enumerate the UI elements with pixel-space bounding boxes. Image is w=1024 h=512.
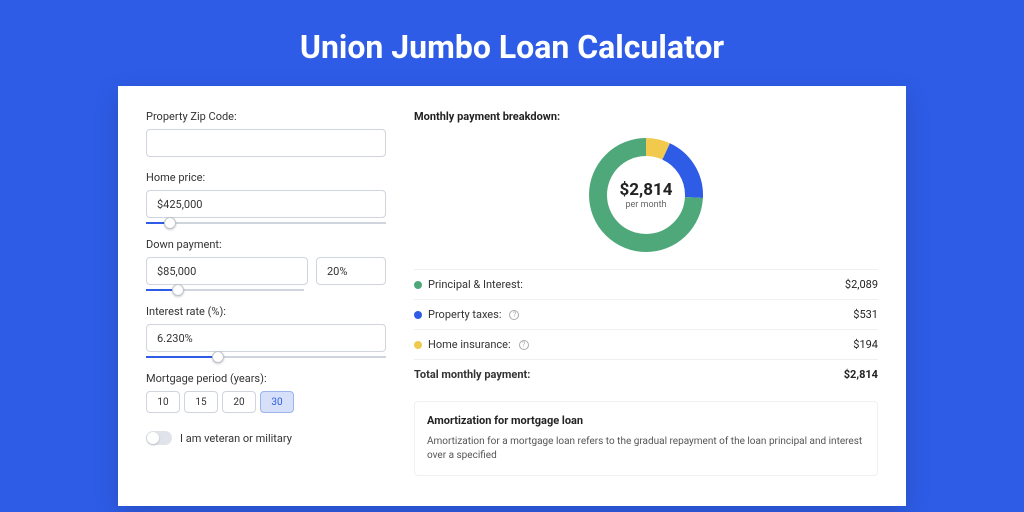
legend-row-1: Property taxes:? $531 <box>414 299 878 329</box>
down-payment-field: Down payment: <box>146 238 386 291</box>
legend-label: Property taxes: <box>428 308 501 321</box>
interest-field: Interest rate (%): <box>146 305 386 358</box>
total-value: $2,814 <box>844 368 878 381</box>
period-option-15[interactable]: 15 <box>184 391 218 413</box>
calculator-card: Property Zip Code: Home price: Down paym… <box>118 86 906 506</box>
amortization-card: Amortization for mortgage loan Amortizat… <box>414 401 878 476</box>
home-price-slider[interactable] <box>146 222 386 224</box>
zip-label: Property Zip Code: <box>146 110 386 123</box>
amortization-title: Amortization for mortgage loan <box>427 414 865 427</box>
zip-field: Property Zip Code: <box>146 110 386 157</box>
home-price-input[interactable] <box>146 190 386 218</box>
veteran-row: I am veteran or military <box>146 431 386 445</box>
legend-dot <box>414 311 422 319</box>
amortization-text: Amortization for a mortgage loan refers … <box>427 435 865 463</box>
period-option-30[interactable]: 30 <box>260 391 294 413</box>
legend-dot <box>414 281 422 289</box>
home-price-field: Home price: <box>146 171 386 224</box>
legend-dot <box>414 341 422 349</box>
donut-amount: $2,814 <box>620 180 673 200</box>
interest-label: Interest rate (%): <box>146 305 386 318</box>
period-option-10[interactable]: 10 <box>146 391 180 413</box>
home-price-slider-thumb[interactable] <box>164 217 176 229</box>
period-option-20[interactable]: 20 <box>222 391 256 413</box>
breakdown-title: Monthly payment breakdown: <box>414 110 878 123</box>
legend-row-2: Home insurance:? $194 <box>414 329 878 359</box>
veteran-toggle-knob <box>147 432 159 444</box>
interest-slider-thumb[interactable] <box>212 351 224 363</box>
page-title: Union Jumbo Loan Calculator <box>0 0 1024 86</box>
period-label: Mortgage period (years): <box>146 372 386 385</box>
donut-chart-wrap: $2,814 per month <box>414 135 878 255</box>
veteran-toggle[interactable] <box>146 431 172 445</box>
legend-list: Principal & Interest: $2,089 Property taxe… <box>414 269 878 359</box>
form-panel: Property Zip Code: Home price: Down paym… <box>146 110 386 482</box>
zip-input[interactable] <box>146 129 386 157</box>
total-label: Total monthly payment: <box>414 368 530 381</box>
donut-chart: $2,814 per month <box>586 135 706 255</box>
period-options: 10152030 <box>146 391 386 413</box>
legend-label: Home insurance: <box>428 338 511 351</box>
legend-label: Principal & Interest: <box>428 278 523 291</box>
veteran-label: I am veteran or military <box>180 432 292 445</box>
breakdown-panel: Monthly payment breakdown: $2,814 per mo… <box>414 110 878 482</box>
donut-center: $2,814 per month <box>586 135 706 255</box>
home-price-label: Home price: <box>146 171 386 184</box>
legend-value: $2,089 <box>845 278 878 291</box>
down-payment-percent-input[interactable] <box>316 257 386 285</box>
period-field: Mortgage period (years): 10152030 <box>146 372 386 413</box>
legend-value: $531 <box>853 308 878 321</box>
down-payment-slider[interactable] <box>146 289 304 291</box>
down-payment-amount-input[interactable] <box>146 257 308 285</box>
interest-slider[interactable] <box>146 356 386 358</box>
interest-slider-fill <box>146 356 218 358</box>
interest-input[interactable] <box>146 324 386 352</box>
total-row: Total monthly payment: $2,814 <box>414 359 878 389</box>
donut-sub: per month <box>625 200 666 210</box>
info-icon[interactable]: ? <box>519 340 529 350</box>
legend-row-0: Principal & Interest: $2,089 <box>414 269 878 299</box>
down-payment-slider-thumb[interactable] <box>172 284 184 296</box>
info-icon[interactable]: ? <box>509 310 519 320</box>
down-payment-label: Down payment: <box>146 238 386 251</box>
legend-value: $194 <box>853 338 878 351</box>
